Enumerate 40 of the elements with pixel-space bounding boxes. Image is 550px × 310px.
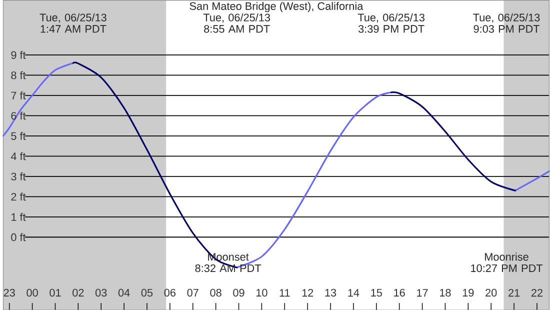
annotation: Tue, 06/25/13 1:47 AM PDT [40, 13, 106, 32]
y-tick-label: 5 ft [11, 132, 26, 140]
x-tick-label: 01 [50, 288, 61, 296]
x-tick-label: 06 [164, 288, 176, 296]
x-tick-label: 09 [233, 288, 244, 296]
x-tick-label: 19 [462, 288, 474, 296]
x-tick-label: 02 [72, 288, 84, 296]
y-tick-label: 2 ft [11, 192, 26, 200]
x-tick-label: 20 [486, 288, 497, 296]
x-tick-label: 16 [394, 288, 405, 296]
annotation: Tue, 06/25/13 9:03 PM PDT [473, 13, 540, 33]
x-tick-label: 15 [371, 288, 382, 296]
chart-title: San Mateo Bridge (West), California [190, 2, 364, 12]
x-tick-label: 12 [302, 288, 314, 296]
y-tick-label: 6 ft [11, 112, 26, 120]
x-tick-label: 04 [118, 288, 130, 296]
x-tick-label: 23 [4, 288, 15, 296]
y-tick-label: 0 ft [11, 232, 26, 241]
x-tick-label: 18 [440, 288, 451, 296]
y-tick-label: 4 ft [10, 152, 26, 160]
annotation: Tue, 06/25/13 3:39 PM PDT [358, 13, 424, 33]
y-tick-label: 9 ft [11, 50, 26, 59]
x-tick-label: 13 [325, 288, 336, 296]
annotation: Moonrise 10:27 PM PDT [471, 252, 543, 272]
x-tick-label: 14 [348, 288, 360, 296]
x-tick-label: 00 [26, 288, 38, 296]
x-tick-label: 21 [508, 288, 520, 296]
x-tick-label: 03 [95, 288, 107, 296]
y-tick-label: 7 ft [11, 91, 26, 100]
y-tick-label: 1 ft [12, 212, 26, 221]
annotation: Tue, 06/25/13 8:55 AM PDT [203, 13, 270, 33]
y-tick-label: 8 ft [11, 71, 26, 79]
x-tick-label: 05 [141, 288, 153, 296]
x-tick-label: 07 [187, 288, 198, 296]
x-tick-label: 22 [531, 288, 542, 296]
x-tick-label: 11 [280, 288, 290, 296]
x-tick-label: 17 [417, 288, 428, 296]
y-tick-label: 3 ft [11, 172, 26, 180]
x-tick-label: 08 [210, 288, 222, 296]
x-tick-label: 10 [256, 288, 268, 296]
